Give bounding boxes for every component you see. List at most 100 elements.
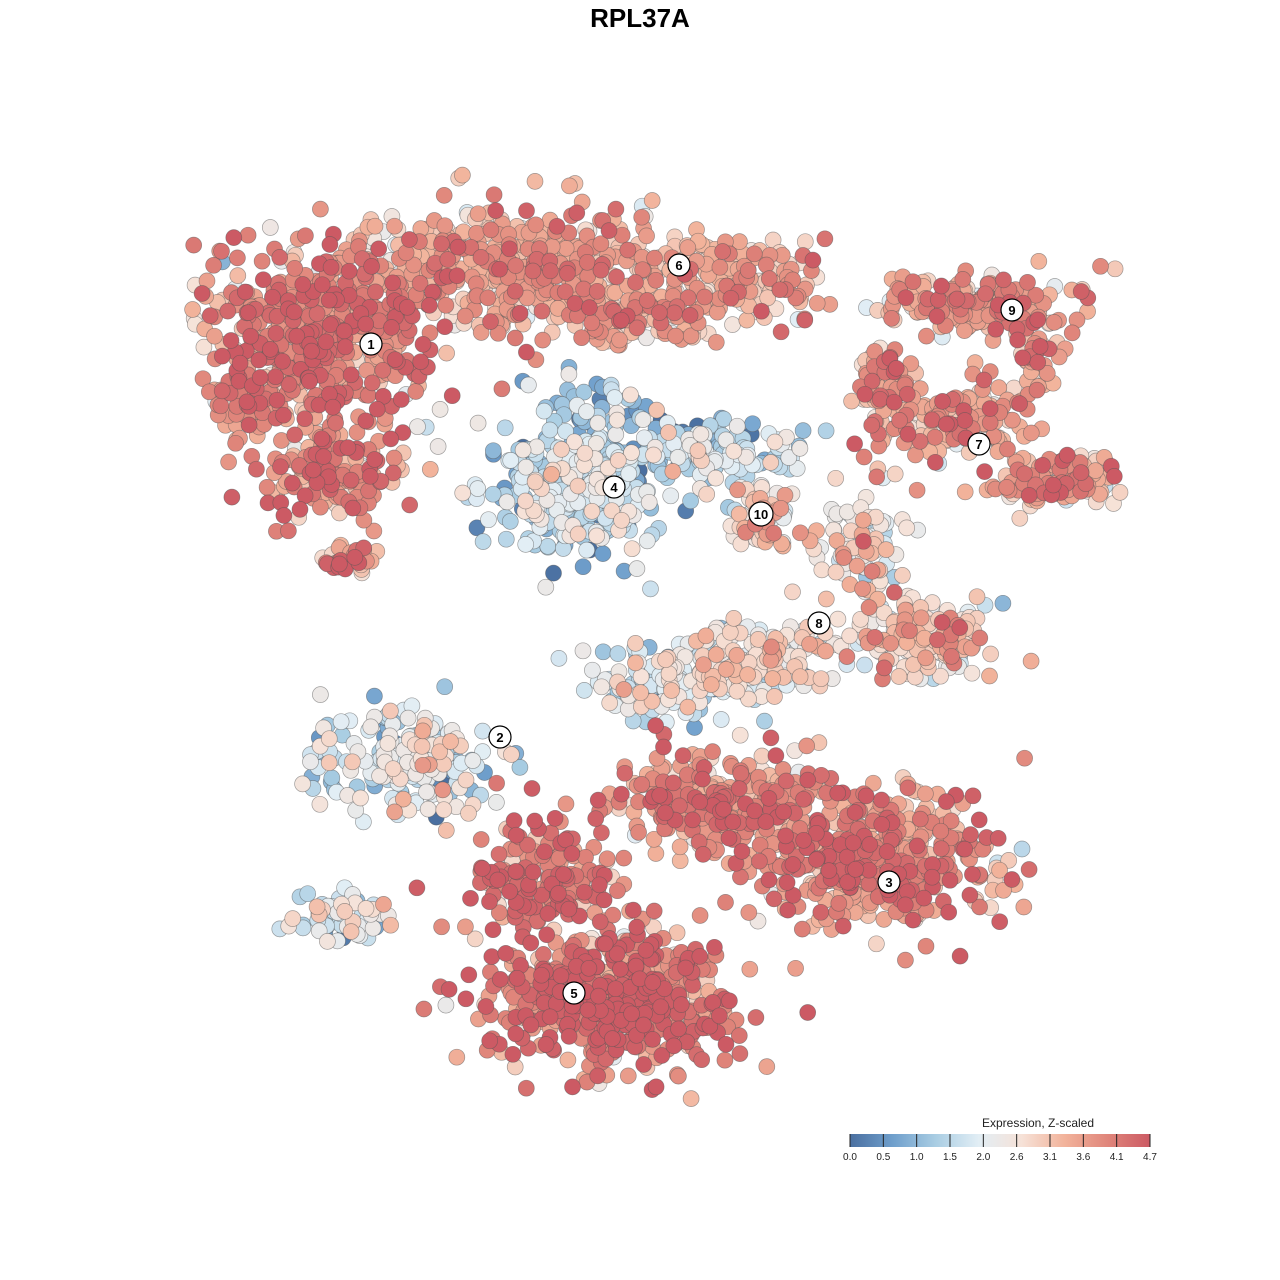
cell-point (756, 712, 773, 730)
cell-point (366, 451, 383, 468)
cell-point (691, 948, 709, 965)
cell-point (469, 205, 487, 223)
cell-point (868, 468, 886, 486)
cell-point (728, 647, 746, 664)
cell-point (225, 229, 243, 246)
cell-point (460, 966, 478, 984)
cell-point (896, 896, 914, 914)
cell-point (344, 753, 361, 771)
cell-point (733, 843, 751, 860)
cell-point (798, 737, 816, 755)
cell-point (580, 959, 598, 977)
cell-point (382, 430, 400, 448)
cell-point (1015, 898, 1033, 916)
cell-point (546, 809, 564, 827)
cell-point (948, 290, 966, 308)
cell-point (728, 682, 746, 700)
cell-point (894, 567, 911, 584)
cell-point (995, 271, 1012, 289)
cell-point (594, 643, 612, 661)
cell-point (691, 907, 709, 924)
cell-point (543, 466, 560, 483)
cell-point (873, 816, 891, 833)
cell-point (830, 895, 848, 912)
cell-point (666, 304, 683, 322)
cell-point (437, 996, 455, 1014)
cell-point (283, 474, 301, 492)
cell-point (286, 426, 304, 444)
cell-point (560, 1028, 578, 1045)
cell-point (518, 202, 535, 220)
cell-point (1022, 424, 1040, 442)
cell-point (576, 444, 594, 462)
cell-point (1020, 861, 1038, 878)
cell-point (560, 365, 578, 383)
cell-point (474, 533, 492, 550)
cell-point (239, 304, 257, 321)
cell-point (440, 981, 458, 998)
cell-point (548, 217, 566, 235)
cell-point (616, 764, 634, 782)
cell-point (714, 243, 731, 260)
cell-point (838, 648, 856, 665)
cell-point (601, 694, 619, 712)
cell-point (600, 222, 618, 239)
cell-point (1011, 509, 1029, 527)
cell-point (315, 448, 332, 465)
cell-point (564, 1078, 581, 1096)
cell-point (644, 974, 662, 991)
cell-point (370, 240, 388, 258)
cell-point (692, 425, 710, 443)
cell-point (760, 790, 778, 807)
cell-point (878, 843, 896, 860)
cell-point (384, 274, 402, 292)
cell-point (327, 414, 344, 432)
cell-point (834, 917, 852, 935)
cell-point (791, 668, 809, 686)
cell-point (890, 668, 908, 685)
cell-point (724, 813, 742, 831)
cell-point (223, 488, 241, 506)
cell-point (801, 635, 818, 653)
cell-point (696, 288, 713, 306)
cell-point (522, 934, 540, 952)
cell-point (342, 471, 360, 489)
cell-point (321, 236, 339, 253)
cell-point (485, 186, 503, 204)
cell-point (386, 803, 403, 821)
cell-point (528, 438, 546, 456)
cell-point (219, 302, 237, 320)
cell-point (738, 311, 756, 329)
cell-point (407, 383, 425, 400)
cell-point (904, 911, 922, 929)
cell-point (891, 412, 908, 429)
cell-point (254, 271, 272, 289)
cell-point (763, 638, 780, 656)
cell-point (1106, 260, 1124, 278)
cell-point (583, 502, 601, 520)
cell-point (857, 787, 875, 805)
cell-point (589, 414, 607, 432)
cell-point (593, 678, 610, 696)
cell-point (721, 623, 739, 641)
cell-point (322, 258, 340, 276)
cell-point (594, 545, 612, 562)
cell-point (506, 329, 524, 347)
cell-point (638, 532, 656, 550)
cell-point (745, 245, 763, 263)
cell-point (643, 192, 661, 209)
cell-point (415, 1000, 433, 1018)
cell-point (681, 307, 699, 324)
cell-point (721, 992, 738, 1010)
cell-point (634, 411, 652, 428)
cell-point (242, 327, 259, 345)
cell-point (793, 920, 811, 938)
cell-point (817, 422, 835, 440)
cell-point (707, 469, 725, 487)
cell-point (883, 310, 900, 327)
cell-point (813, 561, 831, 579)
cell-point (846, 804, 864, 821)
cell-point (608, 268, 625, 286)
cell-point (608, 411, 626, 429)
cell-point (999, 440, 1016, 458)
